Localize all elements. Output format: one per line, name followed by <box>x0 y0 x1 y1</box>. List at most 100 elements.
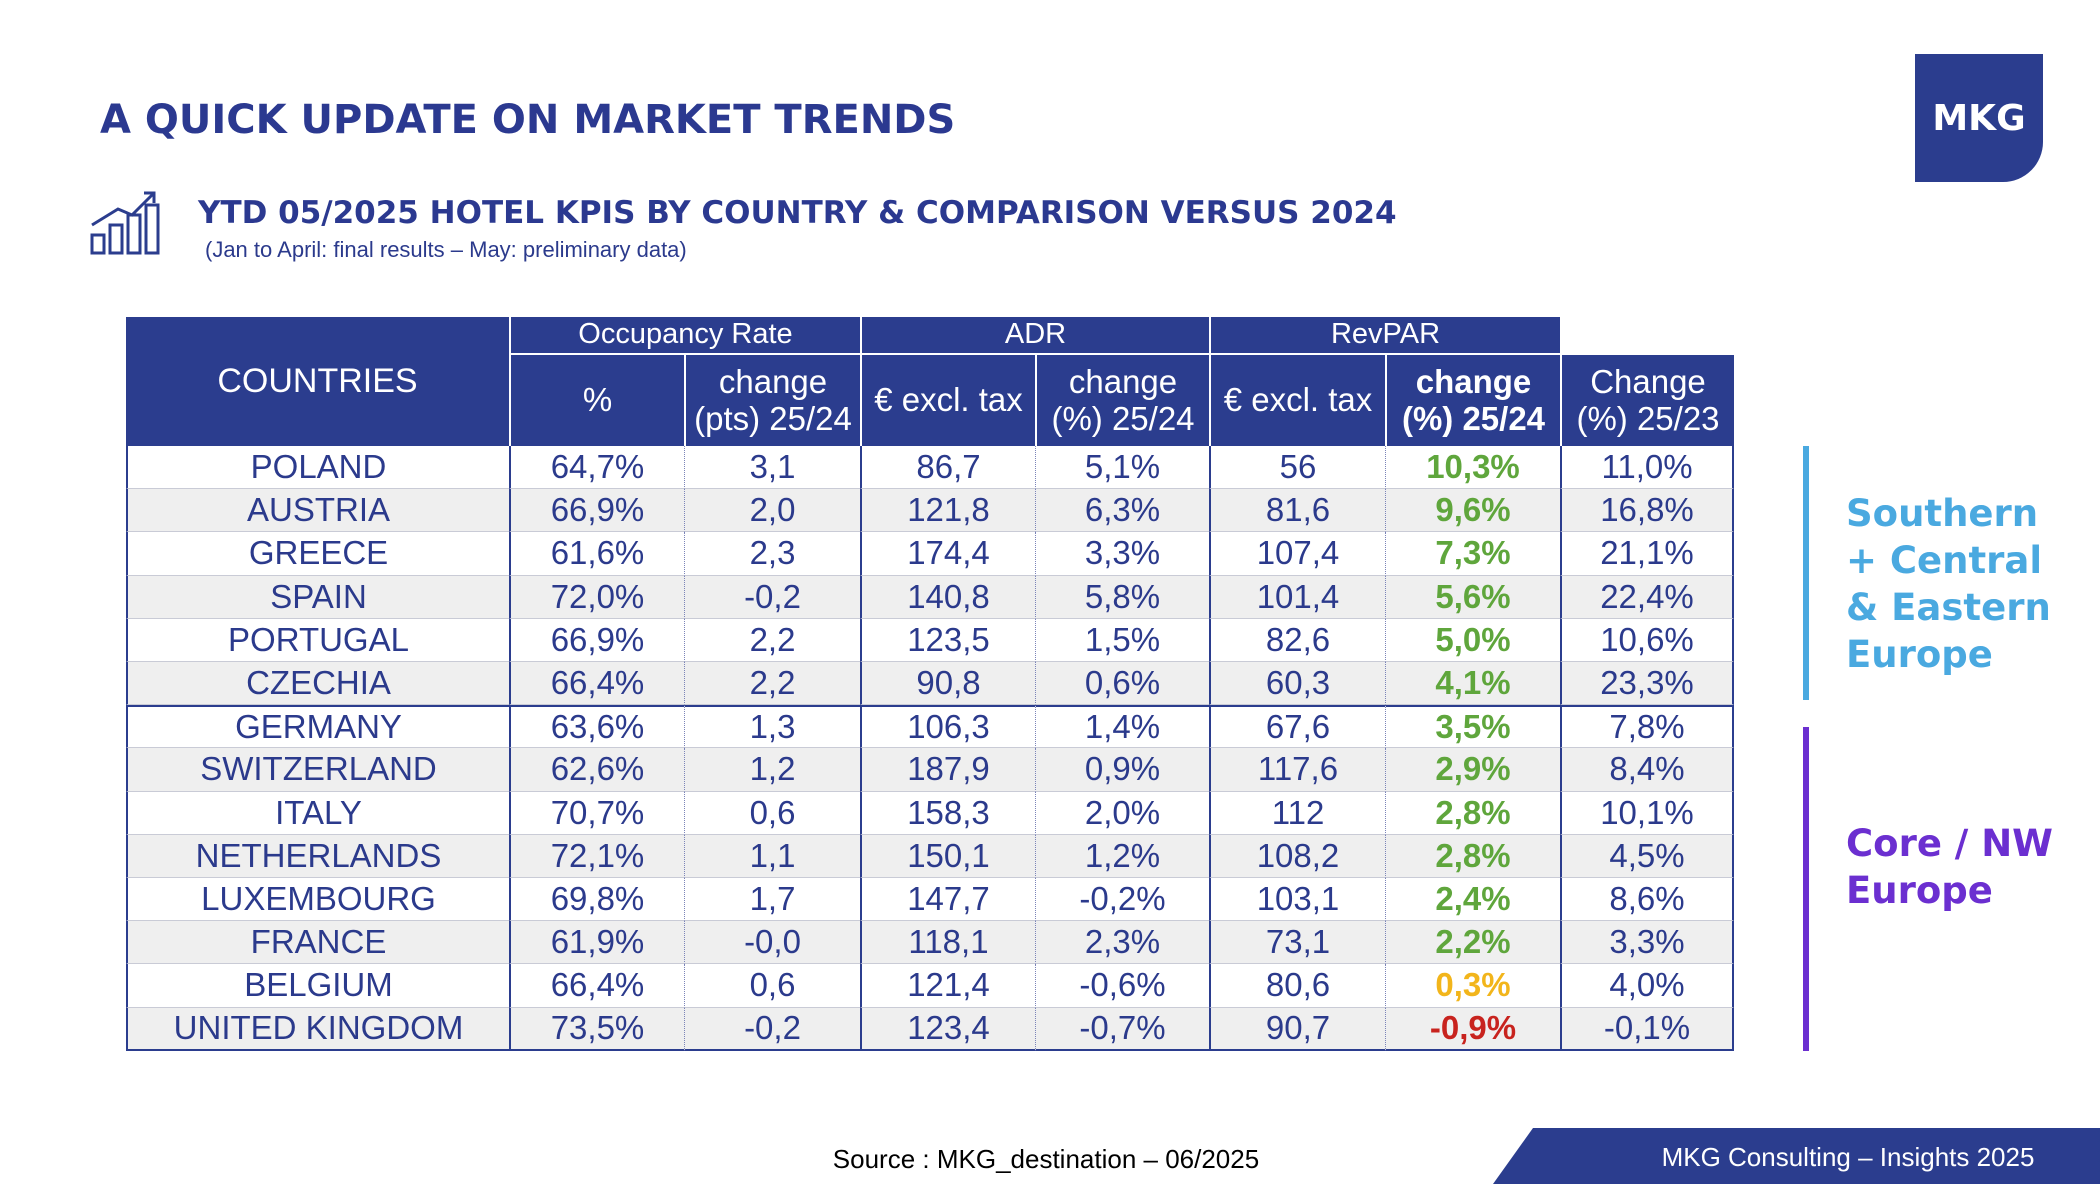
group-bar <box>1803 727 1809 1051</box>
value-cell: 4,0% <box>1560 964 1734 1008</box>
value-cell: 1,4% <box>1035 705 1209 749</box>
value-cell: 2,8% <box>1385 834 1560 878</box>
country-cell: GERMANY <box>126 705 509 749</box>
value-cell: 66,4% <box>509 964 684 1008</box>
value-cell: 7,3% <box>1385 532 1560 576</box>
value-cell: 0,3% <box>1385 964 1560 1008</box>
value-cell: 66,4% <box>509 662 684 706</box>
value-cell: 1,2% <box>1035 834 1209 878</box>
value-cell: 0,6 <box>684 964 860 1008</box>
group-header: Occupancy Rate <box>509 317 860 355</box>
value-cell: 2,2 <box>684 662 860 706</box>
footer-band <box>1493 1128 2100 1184</box>
value-cell: 112 <box>1209 791 1385 835</box>
sub-header: change (pts) 25/24 <box>684 355 860 446</box>
value-cell: 187,9 <box>860 748 1035 792</box>
value-cell: 1,2 <box>684 748 860 792</box>
sub-header: % <box>509 355 684 446</box>
country-cell: GREECE <box>126 532 509 576</box>
value-cell: 69,8% <box>509 878 684 922</box>
value-cell: -0,6% <box>1035 964 1209 1008</box>
value-cell: -0,2% <box>1035 878 1209 922</box>
value-cell: 121,4 <box>860 964 1035 1008</box>
value-cell: 9,6% <box>1385 489 1560 533</box>
value-cell: 5,0% <box>1385 618 1560 662</box>
value-cell: 123,5 <box>860 618 1035 662</box>
value-cell: 1,1 <box>684 834 860 878</box>
value-cell: 66,9% <box>509 618 684 662</box>
country-cell: ITALY <box>126 791 509 835</box>
value-cell: 61,6% <box>509 532 684 576</box>
subtitle: YTD 05/2025 HOTEL KPIS BY COUNTRY & COMP… <box>198 195 1397 231</box>
value-cell: 61,9% <box>509 921 684 965</box>
note: (Jan to April: final results – May: prel… <box>205 237 687 262</box>
value-cell: 3,5% <box>1385 705 1560 749</box>
value-cell: -0,9% <box>1385 1007 1560 1051</box>
value-cell: 2,9% <box>1385 748 1560 792</box>
value-cell: 86,7 <box>860 446 1035 490</box>
value-cell: 11,0% <box>1560 446 1734 490</box>
group-label: Core / NW Europe <box>1846 822 2053 912</box>
value-cell: -0,2 <box>684 1007 860 1051</box>
value-cell: 0,6% <box>1035 662 1209 706</box>
value-cell: 3,3% <box>1560 921 1734 965</box>
value-cell: 121,8 <box>860 489 1035 533</box>
value-cell: 2,2% <box>1385 921 1560 965</box>
sub-header: Change (%) 25/23 <box>1560 355 1734 446</box>
value-cell: 147,7 <box>860 878 1035 922</box>
value-cell: 90,8 <box>860 662 1035 706</box>
group-bar <box>1803 446 1809 700</box>
header-cell: COUNTRIES <box>126 317 509 446</box>
value-cell: 8,6% <box>1560 878 1734 922</box>
value-cell: 23,3% <box>1560 662 1734 706</box>
value-cell: 10,3% <box>1385 446 1560 490</box>
value-cell: 4,5% <box>1560 834 1734 878</box>
value-cell: 62,6% <box>509 748 684 792</box>
country-cell: CZECHIA <box>126 662 509 706</box>
country-cell: LUXEMBOURG <box>126 878 509 922</box>
value-cell: 2,0 <box>684 489 860 533</box>
value-cell: 5,8% <box>1035 575 1209 619</box>
value-cell: -0,7% <box>1035 1007 1209 1051</box>
value-cell: 2,0% <box>1035 791 1209 835</box>
value-cell: 1,5% <box>1035 618 1209 662</box>
logo-text: MKG <box>1932 97 2026 139</box>
value-cell: 73,1 <box>1209 921 1385 965</box>
source: Source : MKG_destination – 06/2025 <box>832 1144 1260 1174</box>
value-cell: 72,0% <box>509 575 684 619</box>
country-cell: BELGIUM <box>126 964 509 1008</box>
value-cell: 2,3% <box>1035 921 1209 965</box>
value-cell: 60,3 <box>1209 662 1385 706</box>
country-cell: POLAND <box>126 446 509 490</box>
value-cell: 22,4% <box>1560 575 1734 619</box>
value-cell: 64,7% <box>509 446 684 490</box>
country-cell: NETHERLANDS <box>126 834 509 878</box>
value-cell: 108,2 <box>1209 834 1385 878</box>
value-cell: 106,3 <box>860 705 1035 749</box>
value-cell: 7,8% <box>1560 705 1734 749</box>
value-cell: -0,0 <box>684 921 860 965</box>
country-cell: SPAIN <box>126 575 509 619</box>
value-cell: 66,9% <box>509 489 684 533</box>
value-cell: 5,6% <box>1385 575 1560 619</box>
value-cell: 6,3% <box>1035 489 1209 533</box>
value-cell: 73,5% <box>509 1007 684 1051</box>
group-header: ADR <box>860 317 1209 355</box>
value-cell: 10,1% <box>1560 791 1734 835</box>
value-cell: 63,6% <box>509 705 684 749</box>
value-cell: 90,7 <box>1209 1007 1385 1051</box>
value-cell: 67,6 <box>1209 705 1385 749</box>
title: A QUICK UPDATE ON MARKET TRENDS <box>100 97 956 143</box>
value-cell: 174,4 <box>860 532 1035 576</box>
value-cell: 2,4% <box>1385 878 1560 922</box>
value-cell: 2,3 <box>684 532 860 576</box>
value-cell: 101,4 <box>1209 575 1385 619</box>
value-cell: 150,1 <box>860 834 1035 878</box>
value-cell: 4,1% <box>1385 662 1560 706</box>
value-cell: 3,3% <box>1035 532 1209 576</box>
value-cell: 0,9% <box>1035 748 1209 792</box>
value-cell: -0,1% <box>1560 1007 1734 1051</box>
value-cell: 0,6 <box>684 791 860 835</box>
country-cell: AUSTRIA <box>126 489 509 533</box>
